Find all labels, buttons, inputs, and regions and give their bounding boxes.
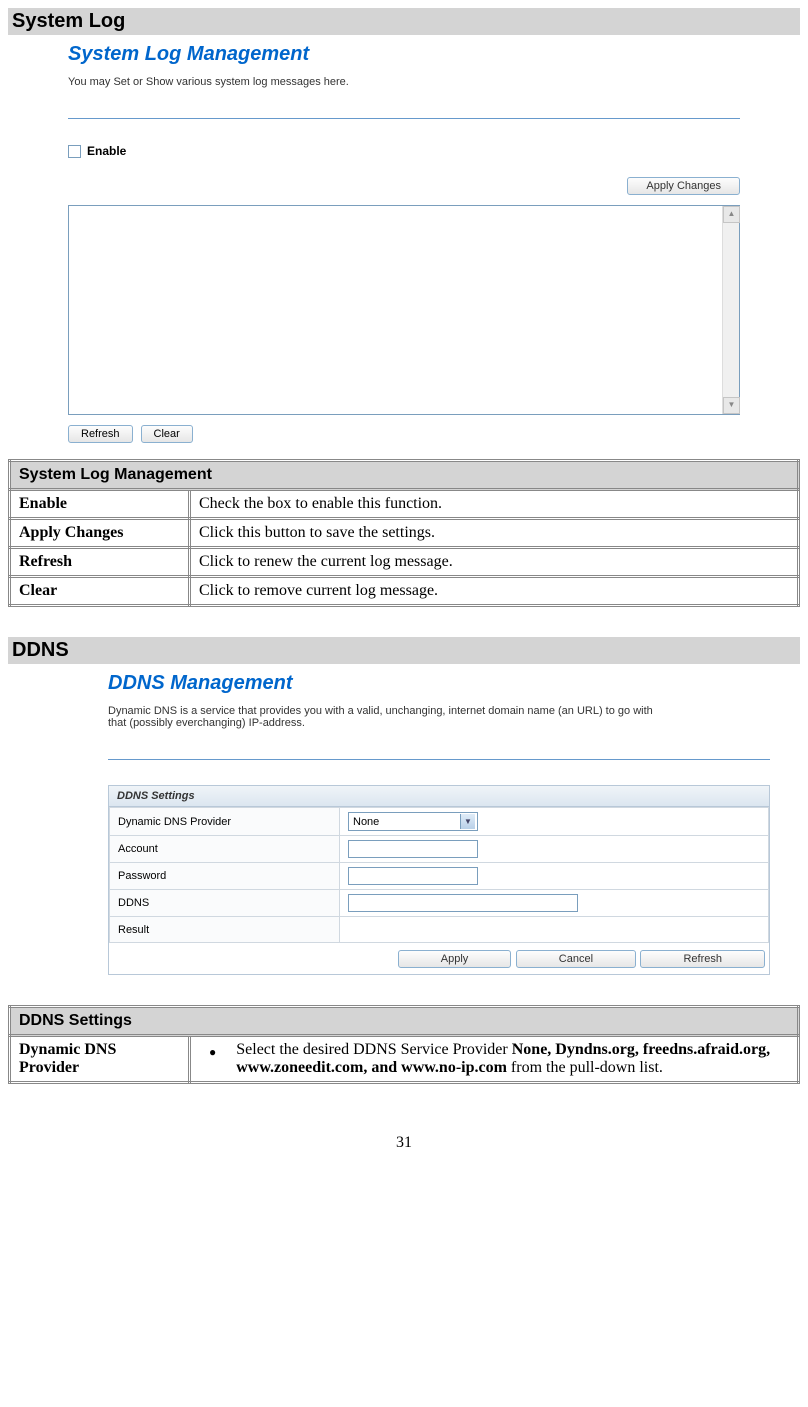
row-desc: Check the box to enable this function.: [190, 490, 799, 519]
scroll-down-icon[interactable]: ▼: [723, 397, 740, 414]
chevron-down-icon: ▼: [460, 814, 475, 829]
table-row: Apply Changes Click this button to save …: [10, 519, 799, 548]
row-desc-text: Select the desired DDNS Service Provider…: [236, 1041, 789, 1077]
row-label: Enable: [10, 490, 190, 519]
table-row: Dynamic DNS Provider ● Select the desire…: [10, 1036, 799, 1083]
log-textarea[interactable]: ▲ ▼: [68, 205, 740, 415]
divider: [108, 759, 770, 760]
password-input[interactable]: [348, 867, 478, 885]
table-row: Refresh Click to renew the current log m…: [10, 548, 799, 577]
scrollbar[interactable]: ▲ ▼: [722, 206, 739, 414]
scroll-up-icon[interactable]: ▲: [723, 206, 740, 223]
ddns-doc-table: DDNS Settings Dynamic DNS Provider ● Sel…: [8, 1005, 800, 1084]
cancel-button[interactable]: Cancel: [516, 950, 636, 968]
account-input[interactable]: [348, 840, 478, 858]
ddns-page-title: DDNS Management: [108, 672, 770, 695]
ddns-input[interactable]: [348, 894, 578, 912]
row-desc: Click this button to save the settings.: [190, 519, 799, 548]
table-row: Enable Check the box to enable this func…: [10, 490, 799, 519]
provider-select[interactable]: None ▼: [348, 812, 478, 831]
row-label: Refresh: [10, 548, 190, 577]
ddns-subtitle: Dynamic DNS is a service that provides y…: [108, 705, 668, 729]
provider-value: None: [351, 816, 379, 828]
table-row: Clear Click to remove current log messag…: [10, 577, 799, 606]
syslog-subtitle: You may Set or Show various system log m…: [68, 76, 740, 88]
row-label: Apply Changes: [10, 519, 190, 548]
row-desc: ● Select the desired DDNS Service Provid…: [190, 1036, 799, 1083]
ddns-box-header: DDNS Settings: [109, 786, 769, 807]
table-header: DDNS Settings: [10, 1007, 799, 1036]
row-label: Dynamic DNS Provider: [10, 1036, 190, 1083]
section-header-systemlog: System Log: [8, 8, 800, 35]
bullet-icon: ●: [209, 1045, 216, 1077]
enable-label: Enable: [87, 144, 126, 158]
refresh-button[interactable]: Refresh: [68, 425, 133, 443]
refresh-button[interactable]: Refresh: [640, 950, 765, 968]
apply-button[interactable]: Apply: [398, 950, 512, 968]
provider-label: Dynamic DNS Provider: [110, 808, 340, 836]
page-number: 31: [8, 1134, 800, 1152]
apply-changes-button[interactable]: Apply Changes: [627, 177, 740, 195]
row-label: Clear: [10, 577, 190, 606]
result-cell: [340, 917, 769, 943]
table-header: System Log Management: [10, 461, 799, 490]
syslog-page-title: System Log Management: [68, 43, 740, 66]
ddns-label: DDNS: [110, 890, 340, 917]
syslog-screenshot: System Log Management You may Set or Sho…: [68, 43, 740, 443]
section-header-ddns: DDNS: [8, 637, 800, 664]
result-label: Result: [110, 917, 340, 943]
password-label: Password: [110, 863, 340, 890]
clear-button[interactable]: Clear: [141, 425, 193, 443]
enable-checkbox[interactable]: [68, 145, 81, 158]
divider: [68, 118, 740, 119]
account-label: Account: [110, 836, 340, 863]
row-desc: Click to remove current log message.: [190, 577, 799, 606]
syslog-doc-table: System Log Management Enable Check the b…: [8, 459, 800, 607]
ddns-settings-panel: DDNS Settings Dynamic DNS Provider None …: [108, 785, 770, 975]
ddns-screenshot: DDNS Management Dynamic DNS is a service…: [108, 672, 770, 975]
row-desc: Click to renew the current log message.: [190, 548, 799, 577]
